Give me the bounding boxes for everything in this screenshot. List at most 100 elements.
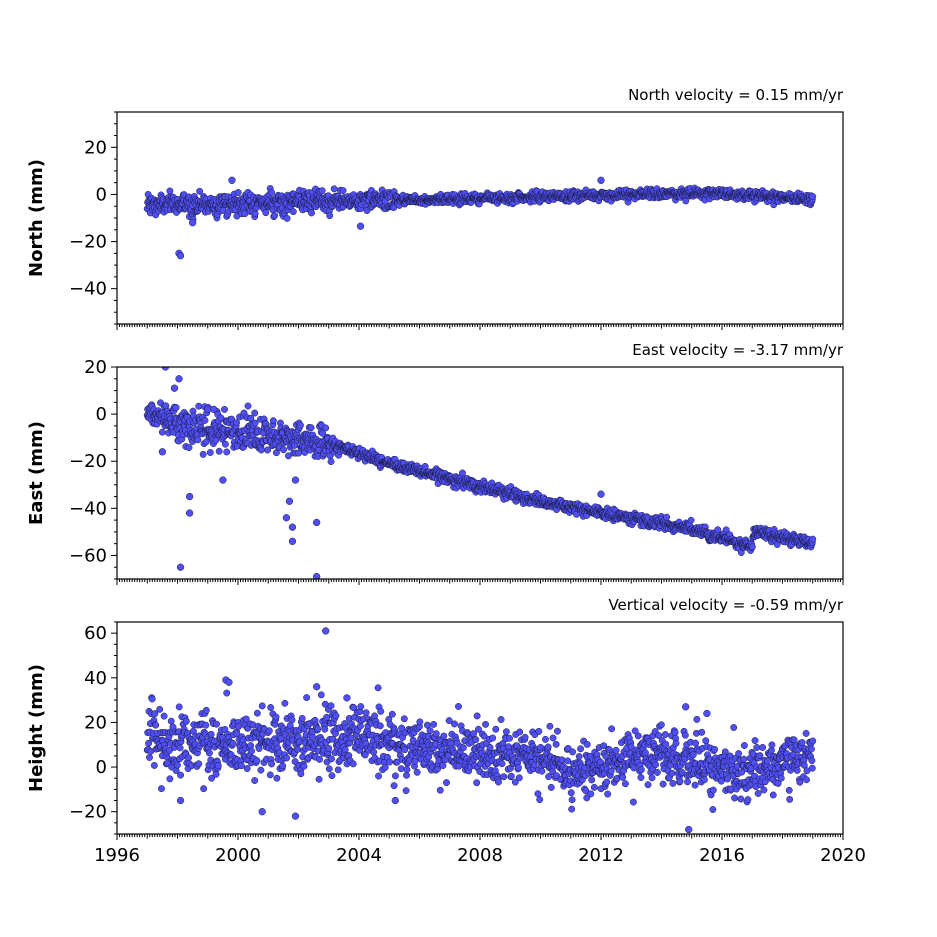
data-point	[370, 748, 378, 756]
data-point	[279, 762, 287, 770]
data-point	[612, 746, 620, 754]
data-point	[588, 776, 596, 784]
data-point	[391, 772, 399, 780]
data-point	[223, 448, 231, 456]
data-point	[709, 806, 717, 813]
data-point	[390, 782, 398, 790]
data-point	[653, 769, 661, 776]
data-point	[214, 762, 222, 770]
outlier-point	[176, 563, 185, 571]
data-point	[506, 734, 513, 742]
data-point	[326, 212, 334, 220]
east-velocity-title: East velocity = -3.17 mm/yr	[632, 341, 844, 359]
data-point	[381, 763, 389, 771]
north-panel: North velocity = 0.15 mm/yr North (mm) 2…	[26, 86, 844, 330]
data-point	[482, 720, 489, 728]
data-point	[194, 436, 202, 444]
outlier-point	[597, 176, 605, 184]
data-point	[325, 765, 333, 773]
data-point	[521, 733, 529, 741]
data-point	[597, 758, 604, 766]
y-tick-label: −40	[69, 279, 107, 300]
data-point	[547, 783, 555, 791]
data-point	[160, 712, 168, 720]
data-point	[659, 780, 667, 788]
data-point	[328, 755, 335, 763]
data-point	[684, 778, 691, 786]
data-point	[205, 749, 213, 757]
north-axis-label: North (mm)	[26, 159, 47, 277]
outlier-point	[356, 222, 365, 230]
north-y-ticks: 20 0 −20 −40	[69, 111, 117, 325]
data-point	[251, 777, 259, 784]
data-point	[516, 728, 524, 736]
y-tick-label: −60	[69, 545, 107, 566]
y-tick-label: 0	[96, 404, 107, 425]
data-point	[608, 725, 616, 733]
data-point	[196, 187, 204, 195]
data-point	[439, 762, 447, 770]
data-point	[687, 516, 695, 524]
data-point	[182, 717, 190, 725]
data-point	[671, 728, 679, 736]
data-point	[248, 747, 256, 755]
data-point	[657, 721, 665, 729]
data-point	[451, 720, 458, 728]
data-point	[619, 773, 627, 781]
data-point	[308, 209, 315, 217]
east-points	[143, 367, 817, 579]
data-point	[328, 772, 336, 780]
data-point	[233, 419, 240, 427]
data-point	[809, 193, 817, 200]
data-point	[505, 743, 513, 751]
data-point	[676, 777, 684, 785]
data-point	[502, 728, 510, 736]
data-point	[297, 770, 305, 778]
data-point	[327, 458, 335, 466]
data-point	[668, 769, 676, 777]
data-point	[538, 767, 546, 775]
data-point	[150, 761, 158, 769]
data-point	[298, 715, 306, 722]
data-point	[661, 731, 669, 738]
data-point	[323, 713, 331, 721]
data-point	[413, 768, 421, 776]
data-point	[577, 745, 585, 753]
y-tick-label: 0	[96, 184, 107, 205]
data-point	[672, 739, 680, 747]
data-point	[542, 735, 549, 743]
data-point	[648, 774, 656, 782]
data-point	[213, 720, 220, 728]
data-point	[266, 771, 274, 779]
data-point	[700, 776, 708, 784]
north-velocity-title: North velocity = 0.15 mm/yr	[628, 86, 844, 104]
data-point	[357, 703, 365, 710]
data-point	[296, 421, 304, 429]
data-point	[663, 513, 671, 521]
outlier-point	[285, 497, 294, 505]
data-point	[534, 790, 542, 798]
data-point	[558, 756, 566, 764]
outlier-point	[597, 490, 605, 498]
outlier-point	[219, 476, 227, 484]
data-point	[473, 779, 481, 787]
data-point	[243, 765, 251, 773]
data-point	[692, 739, 699, 747]
outlier-point	[185, 509, 194, 517]
data-point	[212, 770, 220, 778]
data-point	[515, 774, 523, 782]
data-point	[388, 710, 396, 718]
data-point	[175, 703, 183, 711]
east-panel: East velocity = -3.17 mm/yr East (mm) 20…	[26, 341, 844, 585]
data-point	[473, 712, 481, 720]
data-point	[500, 773, 508, 781]
data-point	[587, 790, 595, 798]
data-point	[294, 745, 302, 753]
data-point	[376, 722, 384, 730]
data-point	[443, 779, 450, 787]
data-point	[332, 712, 340, 720]
data-point	[195, 402, 203, 410]
data-point	[280, 446, 287, 454]
data-point	[221, 405, 228, 413]
data-point	[730, 724, 738, 731]
